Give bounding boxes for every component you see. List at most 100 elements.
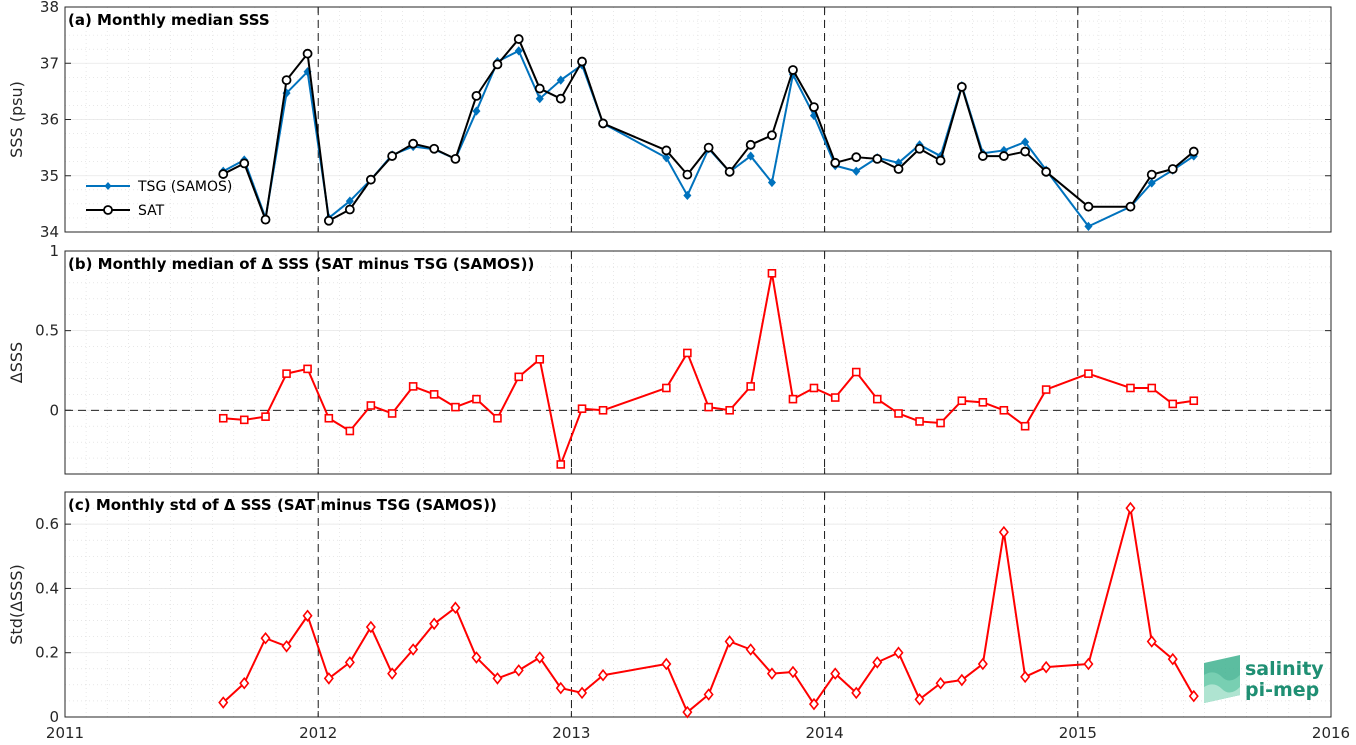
y-axis-label: ΔSSS <box>7 342 26 383</box>
data-point <box>661 145 672 156</box>
data-point <box>682 169 693 180</box>
data-point <box>703 142 714 153</box>
data-point <box>766 667 777 680</box>
y-tick-label: 35 <box>40 167 59 185</box>
y-tick-label: 38 <box>40 0 59 16</box>
data-point <box>577 686 588 700</box>
data-point <box>365 174 376 185</box>
data-point <box>408 382 418 391</box>
data-point <box>767 130 777 141</box>
legend-label: SAT <box>138 203 165 219</box>
data-point <box>323 672 334 685</box>
legend: TSG (SAMOS) SAT <box>86 179 232 219</box>
data-point <box>662 383 671 393</box>
panel-title: (a) Monthly median SSS <box>68 11 270 29</box>
data-point <box>408 138 419 149</box>
data-point <box>1189 396 1199 406</box>
panel-a-sss: 34 35 36 37 38 SSS (psu) (a) Monthly median SS… <box>7 0 1332 241</box>
x-tick-label: 2013 <box>552 724 590 742</box>
data-point <box>1084 221 1093 231</box>
data-point <box>514 46 523 56</box>
data-point <box>598 118 608 129</box>
data-point <box>914 143 925 154</box>
data-point <box>1188 689 1199 703</box>
y-tick-label: 1 <box>49 242 59 260</box>
data-point <box>746 151 755 161</box>
y-tick-label: 0.5 <box>35 322 59 340</box>
y-tick-label: 37 <box>40 54 59 72</box>
y-axis-label: SSS (psu) <box>7 81 26 158</box>
data-point <box>683 348 692 358</box>
data-point <box>809 383 819 393</box>
logo-line1: salinity <box>1245 658 1324 680</box>
data-point <box>239 158 250 169</box>
data-point <box>830 157 841 168</box>
data-point <box>1125 501 1136 515</box>
data-point <box>555 93 566 104</box>
data-point <box>302 609 313 623</box>
data-point <box>239 676 250 690</box>
y-tick-label: 0.4 <box>35 579 59 597</box>
data-point <box>1167 652 1178 666</box>
data-point <box>683 190 692 201</box>
data-point <box>1147 383 1157 393</box>
data-point <box>408 643 419 656</box>
data-point <box>429 390 439 399</box>
panel-c-std-delta-sss: 0 0.2 0.4 0.6 2011 2012 2013 2014 2015 2016 Std(ΔS… <box>7 491 1350 742</box>
panel-title: (c) Monthly std of Δ SSS (SAT minus TSG … <box>68 496 497 514</box>
data-point <box>218 169 229 179</box>
data-point <box>1167 164 1178 174</box>
data-point <box>914 693 925 706</box>
data-point <box>745 643 756 656</box>
data-point <box>598 405 608 415</box>
panel-b-delta-sss: 0 0.5 1 ΔSSS (b) Monthly median of Δ SSS (SA… <box>7 242 1332 475</box>
x-tick-label: 2011 <box>46 724 84 742</box>
data-point <box>514 372 524 382</box>
data-point <box>978 398 988 407</box>
data-point <box>788 65 798 75</box>
data-point <box>1084 369 1093 378</box>
data-point <box>1021 137 1030 147</box>
data-point <box>303 364 312 374</box>
data-point <box>450 153 461 164</box>
data-point <box>260 631 271 645</box>
data-point <box>282 369 291 378</box>
data-point <box>767 177 776 188</box>
data-point <box>1083 201 1094 212</box>
legend-marker <box>103 205 113 215</box>
data-point <box>915 417 924 426</box>
data-point <box>808 697 819 711</box>
data-point <box>662 153 671 163</box>
data-point <box>1168 399 1178 409</box>
salinity-pimep-logo: salinity pi-mep <box>1204 655 1324 703</box>
data-point <box>1041 385 1051 394</box>
data-point <box>746 382 755 391</box>
data-point <box>977 657 988 671</box>
legend-label: TSG (SAMOS) <box>137 179 232 195</box>
data-point <box>1020 421 1030 431</box>
data-point <box>1126 383 1135 393</box>
data-point <box>302 48 313 59</box>
data-point <box>998 525 1009 539</box>
data-point <box>577 404 587 413</box>
x-tick-label: 2016 <box>1312 724 1350 742</box>
data-point <box>872 656 883 669</box>
y-tick-label: 0.6 <box>35 515 59 533</box>
data-point <box>661 657 672 671</box>
data-point <box>450 601 461 614</box>
data-point <box>977 151 988 161</box>
data-point <box>218 696 229 709</box>
data-point <box>387 667 398 680</box>
data-point <box>493 413 502 423</box>
data-point <box>1083 657 1094 671</box>
data-point <box>239 415 249 425</box>
data-point <box>1147 178 1156 188</box>
data-point <box>999 405 1009 415</box>
data-point <box>472 106 481 116</box>
data-point <box>535 355 545 364</box>
y-tick-label: 0.2 <box>35 644 59 662</box>
data-point <box>451 402 460 412</box>
data-point <box>366 401 376 410</box>
data-point <box>281 640 292 653</box>
